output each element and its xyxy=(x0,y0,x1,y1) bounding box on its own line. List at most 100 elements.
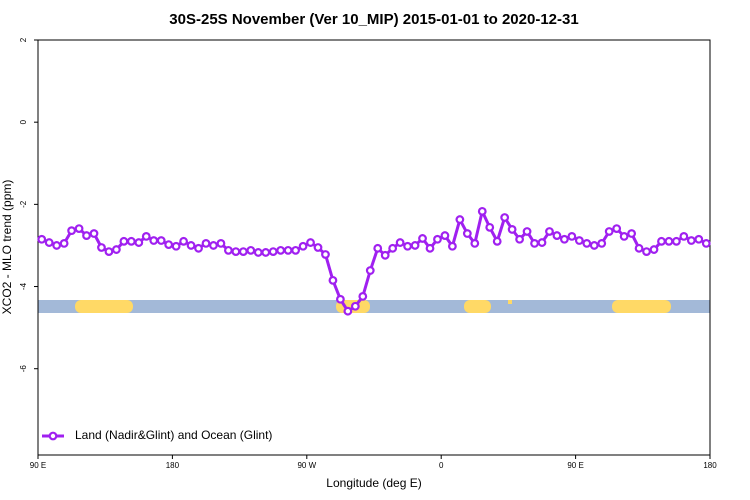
point xyxy=(350,301,360,311)
point xyxy=(156,236,166,245)
point xyxy=(209,241,218,250)
point xyxy=(336,294,345,304)
point xyxy=(455,215,465,224)
point xyxy=(365,266,375,275)
point xyxy=(246,245,256,255)
point xyxy=(194,243,203,253)
point xyxy=(104,247,114,257)
y-tick-label: 2 xyxy=(19,37,28,42)
point xyxy=(111,245,121,254)
point xyxy=(321,250,330,259)
point xyxy=(657,236,666,246)
point xyxy=(380,250,390,260)
ocean-band xyxy=(38,300,710,313)
point xyxy=(179,236,189,246)
x-tick-label: 0 xyxy=(439,461,444,470)
point xyxy=(507,225,517,234)
land-band xyxy=(612,300,671,313)
point xyxy=(545,227,554,236)
point xyxy=(238,247,248,257)
point xyxy=(97,243,106,252)
point xyxy=(500,213,510,222)
point xyxy=(567,232,577,241)
y-tick-label: 0 xyxy=(19,119,28,124)
point xyxy=(448,241,457,251)
point xyxy=(477,206,487,216)
point xyxy=(694,234,704,244)
legend-label: Land (Nadir&Glint) and Ocean (Glint) xyxy=(75,428,272,442)
point xyxy=(470,238,480,248)
point xyxy=(403,241,413,251)
point xyxy=(223,245,233,255)
point xyxy=(612,224,622,233)
point xyxy=(425,243,435,253)
point xyxy=(141,232,151,241)
land-band xyxy=(75,300,133,313)
point xyxy=(298,241,308,251)
point xyxy=(358,291,368,301)
y-tick-label: -2 xyxy=(19,200,28,208)
x-tick-label: 90 W xyxy=(297,461,316,470)
point xyxy=(552,231,562,240)
x-tick-label: 180 xyxy=(703,461,717,470)
land-ocean-mask xyxy=(38,300,710,313)
point xyxy=(515,234,524,244)
point xyxy=(485,222,495,232)
point xyxy=(253,248,263,257)
point xyxy=(201,238,211,248)
point xyxy=(634,243,644,253)
point xyxy=(126,236,136,246)
point xyxy=(574,236,584,245)
point xyxy=(642,247,651,257)
x-tick-label: 90 E xyxy=(567,461,583,470)
point xyxy=(560,234,569,244)
point xyxy=(686,236,696,245)
point xyxy=(597,238,607,248)
point xyxy=(313,243,323,252)
point xyxy=(149,236,159,245)
point xyxy=(328,275,338,285)
point xyxy=(186,241,196,250)
point xyxy=(37,234,47,244)
point xyxy=(589,241,599,250)
point xyxy=(679,232,689,241)
point xyxy=(619,232,629,241)
point xyxy=(672,236,681,246)
point xyxy=(52,241,62,250)
land-band xyxy=(464,300,491,313)
point xyxy=(343,306,353,316)
point xyxy=(418,234,427,243)
point xyxy=(582,238,592,248)
point xyxy=(268,247,278,257)
point xyxy=(89,229,99,238)
point xyxy=(59,238,69,248)
point xyxy=(492,236,502,246)
point xyxy=(604,227,614,236)
point xyxy=(216,238,226,248)
point xyxy=(276,245,286,255)
point xyxy=(67,226,76,236)
series-line xyxy=(41,206,707,314)
point xyxy=(410,241,420,250)
point xyxy=(649,245,659,254)
point xyxy=(664,236,674,246)
chart-title: 30S-25S November (Ver 10_MIP) 2015-01-01… xyxy=(169,11,578,28)
point xyxy=(261,248,271,257)
x-tick-label: 180 xyxy=(166,461,180,470)
point xyxy=(74,224,84,233)
point xyxy=(82,231,91,240)
point xyxy=(44,238,54,247)
point xyxy=(134,238,144,247)
y-tick-label: -4 xyxy=(19,282,28,290)
point xyxy=(537,238,547,247)
point xyxy=(440,231,450,240)
legend-marker xyxy=(48,431,58,441)
point xyxy=(701,238,711,248)
land-band xyxy=(508,300,512,304)
point xyxy=(306,238,315,247)
point xyxy=(522,227,532,236)
point xyxy=(395,238,405,247)
point xyxy=(171,241,181,251)
x-tick-label: 90 E xyxy=(30,461,46,470)
